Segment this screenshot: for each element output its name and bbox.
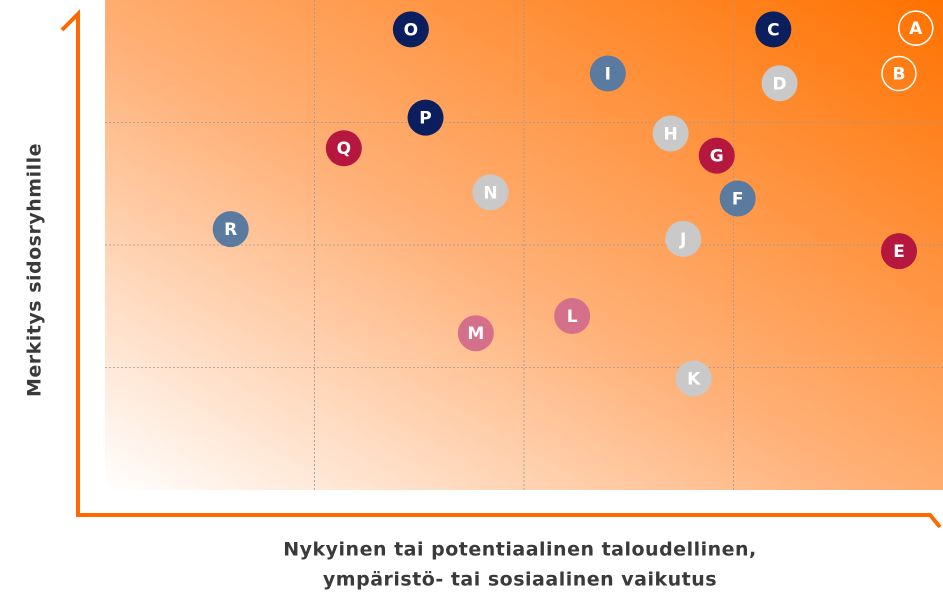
point-label: C xyxy=(767,20,779,40)
point-label: N xyxy=(483,183,497,203)
point xyxy=(407,99,444,136)
point-label: E xyxy=(893,242,905,262)
point xyxy=(665,220,702,257)
point xyxy=(392,11,429,48)
x-axis-label: Nykyinen tai potentiaalinen taloudelline… xyxy=(283,539,757,561)
point xyxy=(589,55,626,92)
axes-arrows xyxy=(60,9,942,529)
point-label: F xyxy=(732,189,744,209)
point-label: H xyxy=(664,125,678,145)
point xyxy=(675,360,712,397)
point-label: B xyxy=(893,65,906,85)
point xyxy=(761,65,798,102)
y-axis-label: Merkitys sidosryhmille xyxy=(24,143,46,397)
point-label: Q xyxy=(337,139,351,159)
point xyxy=(457,315,494,352)
point xyxy=(755,11,792,48)
point-label: G xyxy=(710,147,724,167)
point xyxy=(325,130,362,167)
point xyxy=(898,10,934,46)
point xyxy=(881,233,918,270)
point xyxy=(881,55,917,92)
point-label: J xyxy=(679,230,686,250)
point-label: A xyxy=(909,19,923,39)
point-label: K xyxy=(687,370,701,390)
point xyxy=(472,174,509,211)
x-axis-label: ympäristö- tai sosiaalinen vaikutus xyxy=(323,569,717,591)
point-label: M xyxy=(467,324,484,344)
point-label: R xyxy=(224,220,237,240)
point-label: O xyxy=(404,20,418,40)
point xyxy=(554,298,591,335)
point xyxy=(652,115,689,152)
point xyxy=(212,211,249,248)
point-label: I xyxy=(605,65,611,85)
point xyxy=(719,180,756,217)
point-label: P xyxy=(419,109,431,129)
point xyxy=(698,137,735,174)
point-label: D xyxy=(773,74,787,94)
point-label: L xyxy=(567,307,578,327)
